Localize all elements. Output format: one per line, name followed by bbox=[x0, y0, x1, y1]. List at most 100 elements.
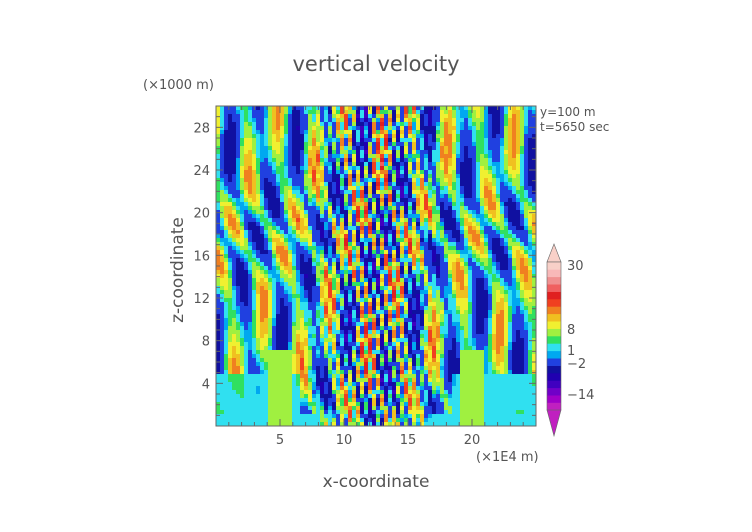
heatmap-cell bbox=[456, 118, 461, 123]
heatmap-cell bbox=[532, 210, 536, 215]
heatmap-cell bbox=[312, 306, 317, 311]
heatmap-cell bbox=[232, 214, 237, 219]
heatmap-cell bbox=[408, 290, 413, 295]
heatmap-cell bbox=[292, 154, 297, 159]
heatmap-cell bbox=[260, 158, 265, 163]
heatmap-cell bbox=[248, 266, 253, 271]
heatmap-cell bbox=[500, 310, 505, 315]
heatmap-cell bbox=[220, 266, 225, 271]
heatmap-cell bbox=[340, 302, 345, 307]
heatmap-cell bbox=[500, 166, 505, 171]
heatmap-cell bbox=[512, 282, 517, 287]
heatmap-cell bbox=[308, 286, 313, 291]
heatmap-cell bbox=[352, 122, 357, 127]
heatmap-cell bbox=[524, 290, 529, 295]
heatmap-cell bbox=[348, 158, 353, 163]
heatmap-cell bbox=[296, 286, 301, 291]
heatmap-cell bbox=[400, 310, 405, 315]
heatmap-cell bbox=[408, 318, 413, 323]
heatmap-cell bbox=[440, 130, 445, 135]
heatmap-cell bbox=[248, 130, 253, 135]
heatmap-cell bbox=[368, 146, 373, 151]
heatmap-cell bbox=[340, 314, 345, 319]
heatmap-cell bbox=[464, 170, 469, 175]
heatmap-cell bbox=[384, 326, 389, 331]
heatmap-cell bbox=[492, 282, 497, 287]
heatmap-cell bbox=[496, 154, 501, 159]
heatmap-cell bbox=[296, 226, 301, 231]
heatmap-cell bbox=[428, 342, 433, 347]
heatmap-cell bbox=[440, 282, 445, 287]
heatmap-cell bbox=[328, 322, 333, 327]
heatmap-cell bbox=[504, 206, 509, 211]
heatmap-cell bbox=[240, 258, 245, 263]
heatmap-cell bbox=[344, 130, 349, 135]
heatmap-cell bbox=[488, 154, 493, 159]
heatmap-cell bbox=[528, 134, 533, 139]
heatmap-cell bbox=[508, 162, 513, 167]
heatmap-cell bbox=[520, 350, 525, 355]
heatmap-cell bbox=[440, 146, 445, 151]
heatmap-cell bbox=[332, 178, 337, 183]
heatmap-cell bbox=[428, 322, 433, 327]
heatmap-cell bbox=[260, 130, 265, 135]
heatmap-cell bbox=[312, 246, 317, 251]
heatmap-cell bbox=[340, 158, 345, 163]
heatmap-cell bbox=[340, 342, 345, 347]
heatmap-cell bbox=[332, 298, 337, 303]
heatmap-cell bbox=[464, 134, 469, 139]
heatmap-cell bbox=[432, 154, 437, 159]
heatmap-cell bbox=[480, 126, 485, 131]
heatmap-cell bbox=[256, 262, 261, 267]
heatmap-cell bbox=[444, 114, 449, 119]
heatmap-cell bbox=[268, 238, 273, 243]
heatmap-cell bbox=[404, 234, 409, 239]
heatmap-cell bbox=[336, 110, 341, 115]
heatmap-cell bbox=[444, 214, 449, 219]
heatmap-cell bbox=[512, 218, 517, 223]
heatmap-cell bbox=[296, 346, 301, 351]
heatmap-cell bbox=[392, 142, 397, 147]
heatmap-cell bbox=[492, 194, 497, 199]
heatmap-cell bbox=[376, 174, 381, 179]
heatmap-cell bbox=[412, 270, 417, 275]
heatmap-cell bbox=[496, 194, 501, 199]
heatmap-cell bbox=[236, 190, 241, 195]
heatmap-cell bbox=[280, 278, 285, 283]
heatmap-cell bbox=[228, 314, 233, 319]
heatmap-cell bbox=[408, 258, 413, 263]
heatmap-cell bbox=[396, 274, 401, 279]
heatmap-cell bbox=[376, 230, 381, 235]
heatmap-cell bbox=[264, 282, 269, 287]
heatmap-cell bbox=[504, 350, 509, 355]
heatmap-cell bbox=[236, 234, 241, 239]
heatmap-cell bbox=[272, 174, 277, 179]
heatmap-cell bbox=[320, 170, 325, 175]
heatmap-cell bbox=[508, 322, 513, 327]
heatmap-cell bbox=[228, 150, 233, 155]
heatmap-cell bbox=[460, 350, 465, 355]
heatmap-cell bbox=[516, 162, 521, 167]
heatmap-cell bbox=[360, 126, 365, 131]
heatmap-cell bbox=[428, 334, 433, 339]
heatmap-cell bbox=[324, 274, 329, 279]
heatmap-cell bbox=[528, 310, 533, 315]
heatmap-cell bbox=[360, 118, 365, 123]
heatmap-cell bbox=[256, 226, 261, 231]
heatmap-cell bbox=[508, 318, 513, 323]
heatmap-cell bbox=[224, 238, 229, 243]
heatmap-cell bbox=[312, 290, 317, 295]
heatmap-cell bbox=[260, 178, 265, 183]
heatmap-cell bbox=[460, 146, 465, 151]
heatmap-cell bbox=[436, 110, 441, 115]
heatmap-cell bbox=[272, 242, 277, 247]
heatmap-cell bbox=[500, 294, 505, 299]
heatmap-cell bbox=[464, 206, 469, 211]
heatmap-cell bbox=[360, 226, 365, 231]
heatmap-cell bbox=[520, 306, 525, 311]
heatmap-cell bbox=[400, 278, 405, 283]
heatmap-cell bbox=[308, 226, 313, 231]
heatmap-cell bbox=[436, 326, 441, 331]
heatmap-cell bbox=[364, 210, 369, 215]
heatmap-cell bbox=[528, 230, 533, 235]
